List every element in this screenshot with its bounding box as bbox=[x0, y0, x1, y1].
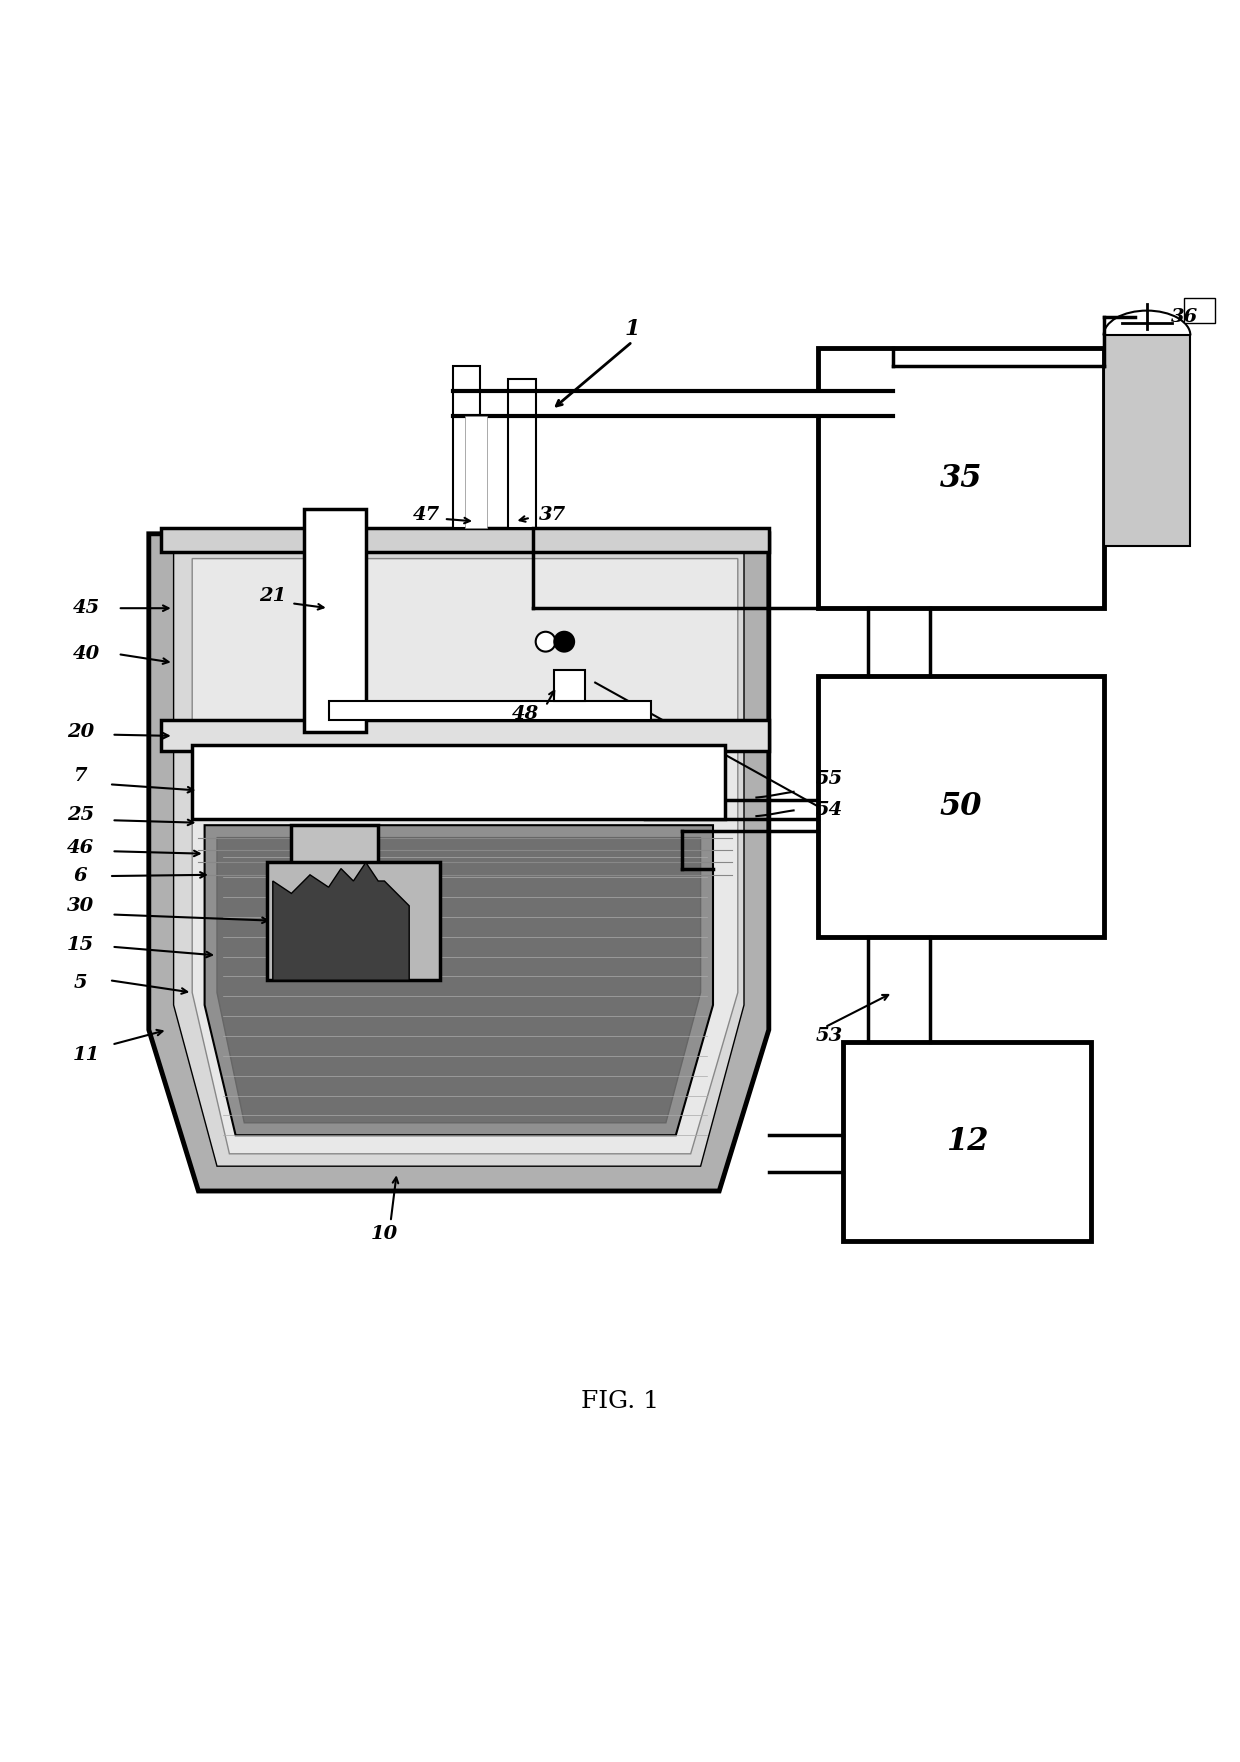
Text: 21: 21 bbox=[259, 587, 286, 604]
Text: 40: 40 bbox=[73, 645, 100, 663]
Text: 53: 53 bbox=[816, 1027, 843, 1045]
Bar bbox=[453, 366, 480, 527]
Bar bbox=[291, 825, 378, 881]
Bar bbox=[329, 701, 651, 721]
Text: 10: 10 bbox=[371, 1225, 398, 1244]
Text: 20: 20 bbox=[67, 722, 94, 742]
Text: FIG. 1: FIG. 1 bbox=[582, 1390, 658, 1413]
Text: 12: 12 bbox=[946, 1126, 988, 1158]
Polygon shape bbox=[192, 559, 738, 1154]
Bar bbox=[818, 677, 1104, 937]
Text: 5: 5 bbox=[74, 974, 87, 992]
Text: 55: 55 bbox=[816, 770, 843, 788]
Polygon shape bbox=[273, 862, 409, 980]
Text: 6: 6 bbox=[74, 867, 87, 885]
Circle shape bbox=[536, 633, 556, 652]
Bar bbox=[554, 670, 585, 701]
Bar bbox=[508, 379, 536, 527]
Bar bbox=[818, 347, 1104, 608]
Text: 54: 54 bbox=[816, 802, 843, 819]
Text: 48: 48 bbox=[512, 705, 539, 722]
Polygon shape bbox=[174, 546, 744, 1166]
Bar bbox=[1184, 298, 1215, 322]
Bar bbox=[304, 509, 366, 733]
Text: 36: 36 bbox=[1171, 308, 1198, 326]
Circle shape bbox=[554, 633, 574, 652]
Text: 46: 46 bbox=[67, 839, 94, 856]
Bar bbox=[453, 391, 893, 416]
Polygon shape bbox=[217, 837, 701, 1122]
Text: 11: 11 bbox=[73, 1045, 100, 1064]
Text: 1: 1 bbox=[625, 319, 640, 340]
Bar bbox=[161, 527, 769, 553]
Polygon shape bbox=[149, 534, 769, 1191]
Bar bbox=[843, 1041, 1091, 1240]
Text: 45: 45 bbox=[73, 599, 100, 617]
Polygon shape bbox=[205, 825, 713, 1135]
Bar bbox=[1104, 335, 1190, 546]
Bar bbox=[267, 862, 440, 980]
Text: 35: 35 bbox=[940, 462, 982, 493]
Text: 47: 47 bbox=[413, 506, 440, 525]
Text: 37: 37 bbox=[539, 506, 567, 525]
Text: 30: 30 bbox=[67, 897, 94, 914]
Text: 50: 50 bbox=[940, 791, 982, 823]
Bar bbox=[192, 745, 725, 819]
Text: 25: 25 bbox=[67, 807, 94, 825]
Text: 15: 15 bbox=[67, 936, 94, 955]
Text: 7: 7 bbox=[74, 766, 87, 784]
Bar bbox=[161, 721, 769, 751]
Bar bbox=[465, 416, 487, 527]
